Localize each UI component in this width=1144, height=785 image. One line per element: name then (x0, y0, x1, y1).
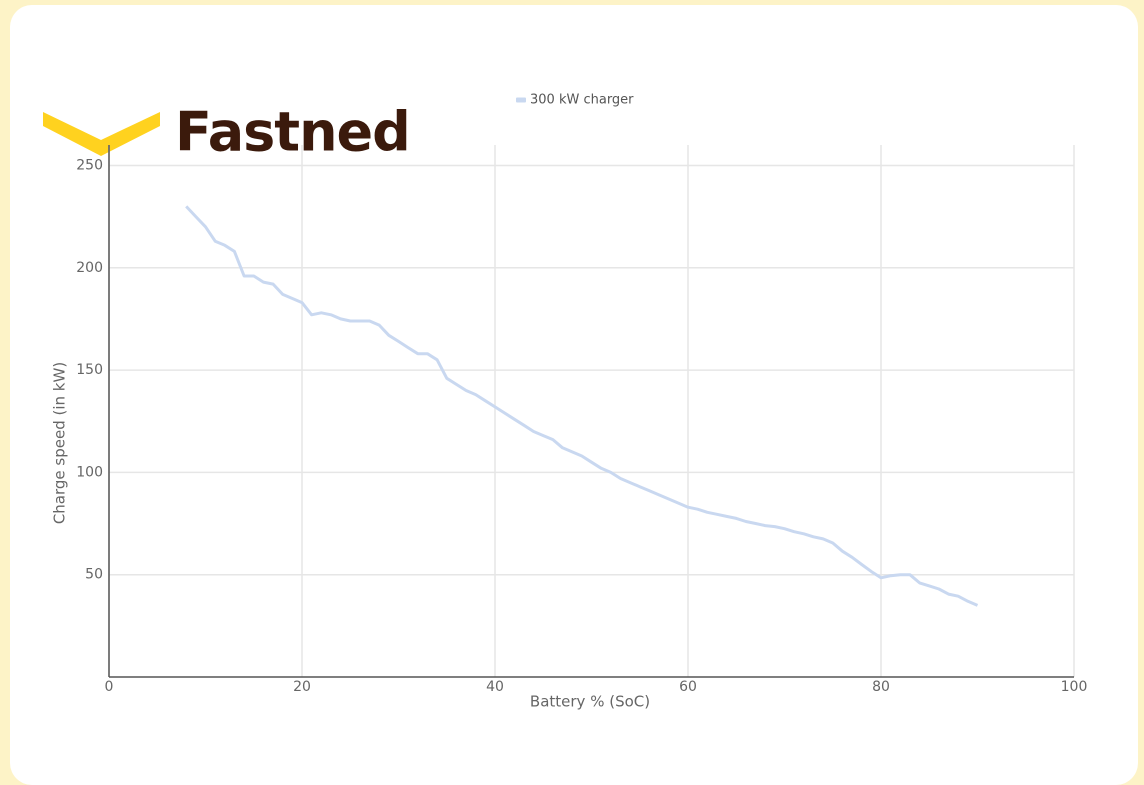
x-tick-label: 100 (1061, 679, 1088, 695)
logo-text: Fastned (175, 101, 410, 164)
page: Fastned Battery % (SoC) Charge speed (in… (10, 5, 1138, 785)
logo-mark (43, 112, 160, 156)
x-tick-label: 60 (679, 679, 697, 695)
card (10, 5, 1138, 785)
chart: Fastned Battery % (SoC) Charge speed (in… (43, 93, 1088, 711)
x-tick-label: 0 (105, 679, 114, 695)
series-line (185, 205, 979, 607)
y-tick-label: 200 (76, 260, 103, 276)
x-tick-label: 20 (293, 679, 311, 695)
y-tick-label: 150 (76, 362, 103, 378)
legend-label: 300 kW charger (530, 93, 634, 108)
legend-swatch (516, 97, 526, 103)
y-tick-label: 50 (85, 567, 103, 583)
y-axis-label: Charge speed (in kW) (51, 362, 69, 524)
x-tick-label: 40 (486, 679, 504, 695)
y-tick-label: 250 (76, 157, 103, 173)
x-tick-label: 80 (872, 679, 890, 695)
y-tick-label: 100 (76, 464, 103, 480)
x-axis-label: Battery % (SoC) (530, 693, 650, 711)
